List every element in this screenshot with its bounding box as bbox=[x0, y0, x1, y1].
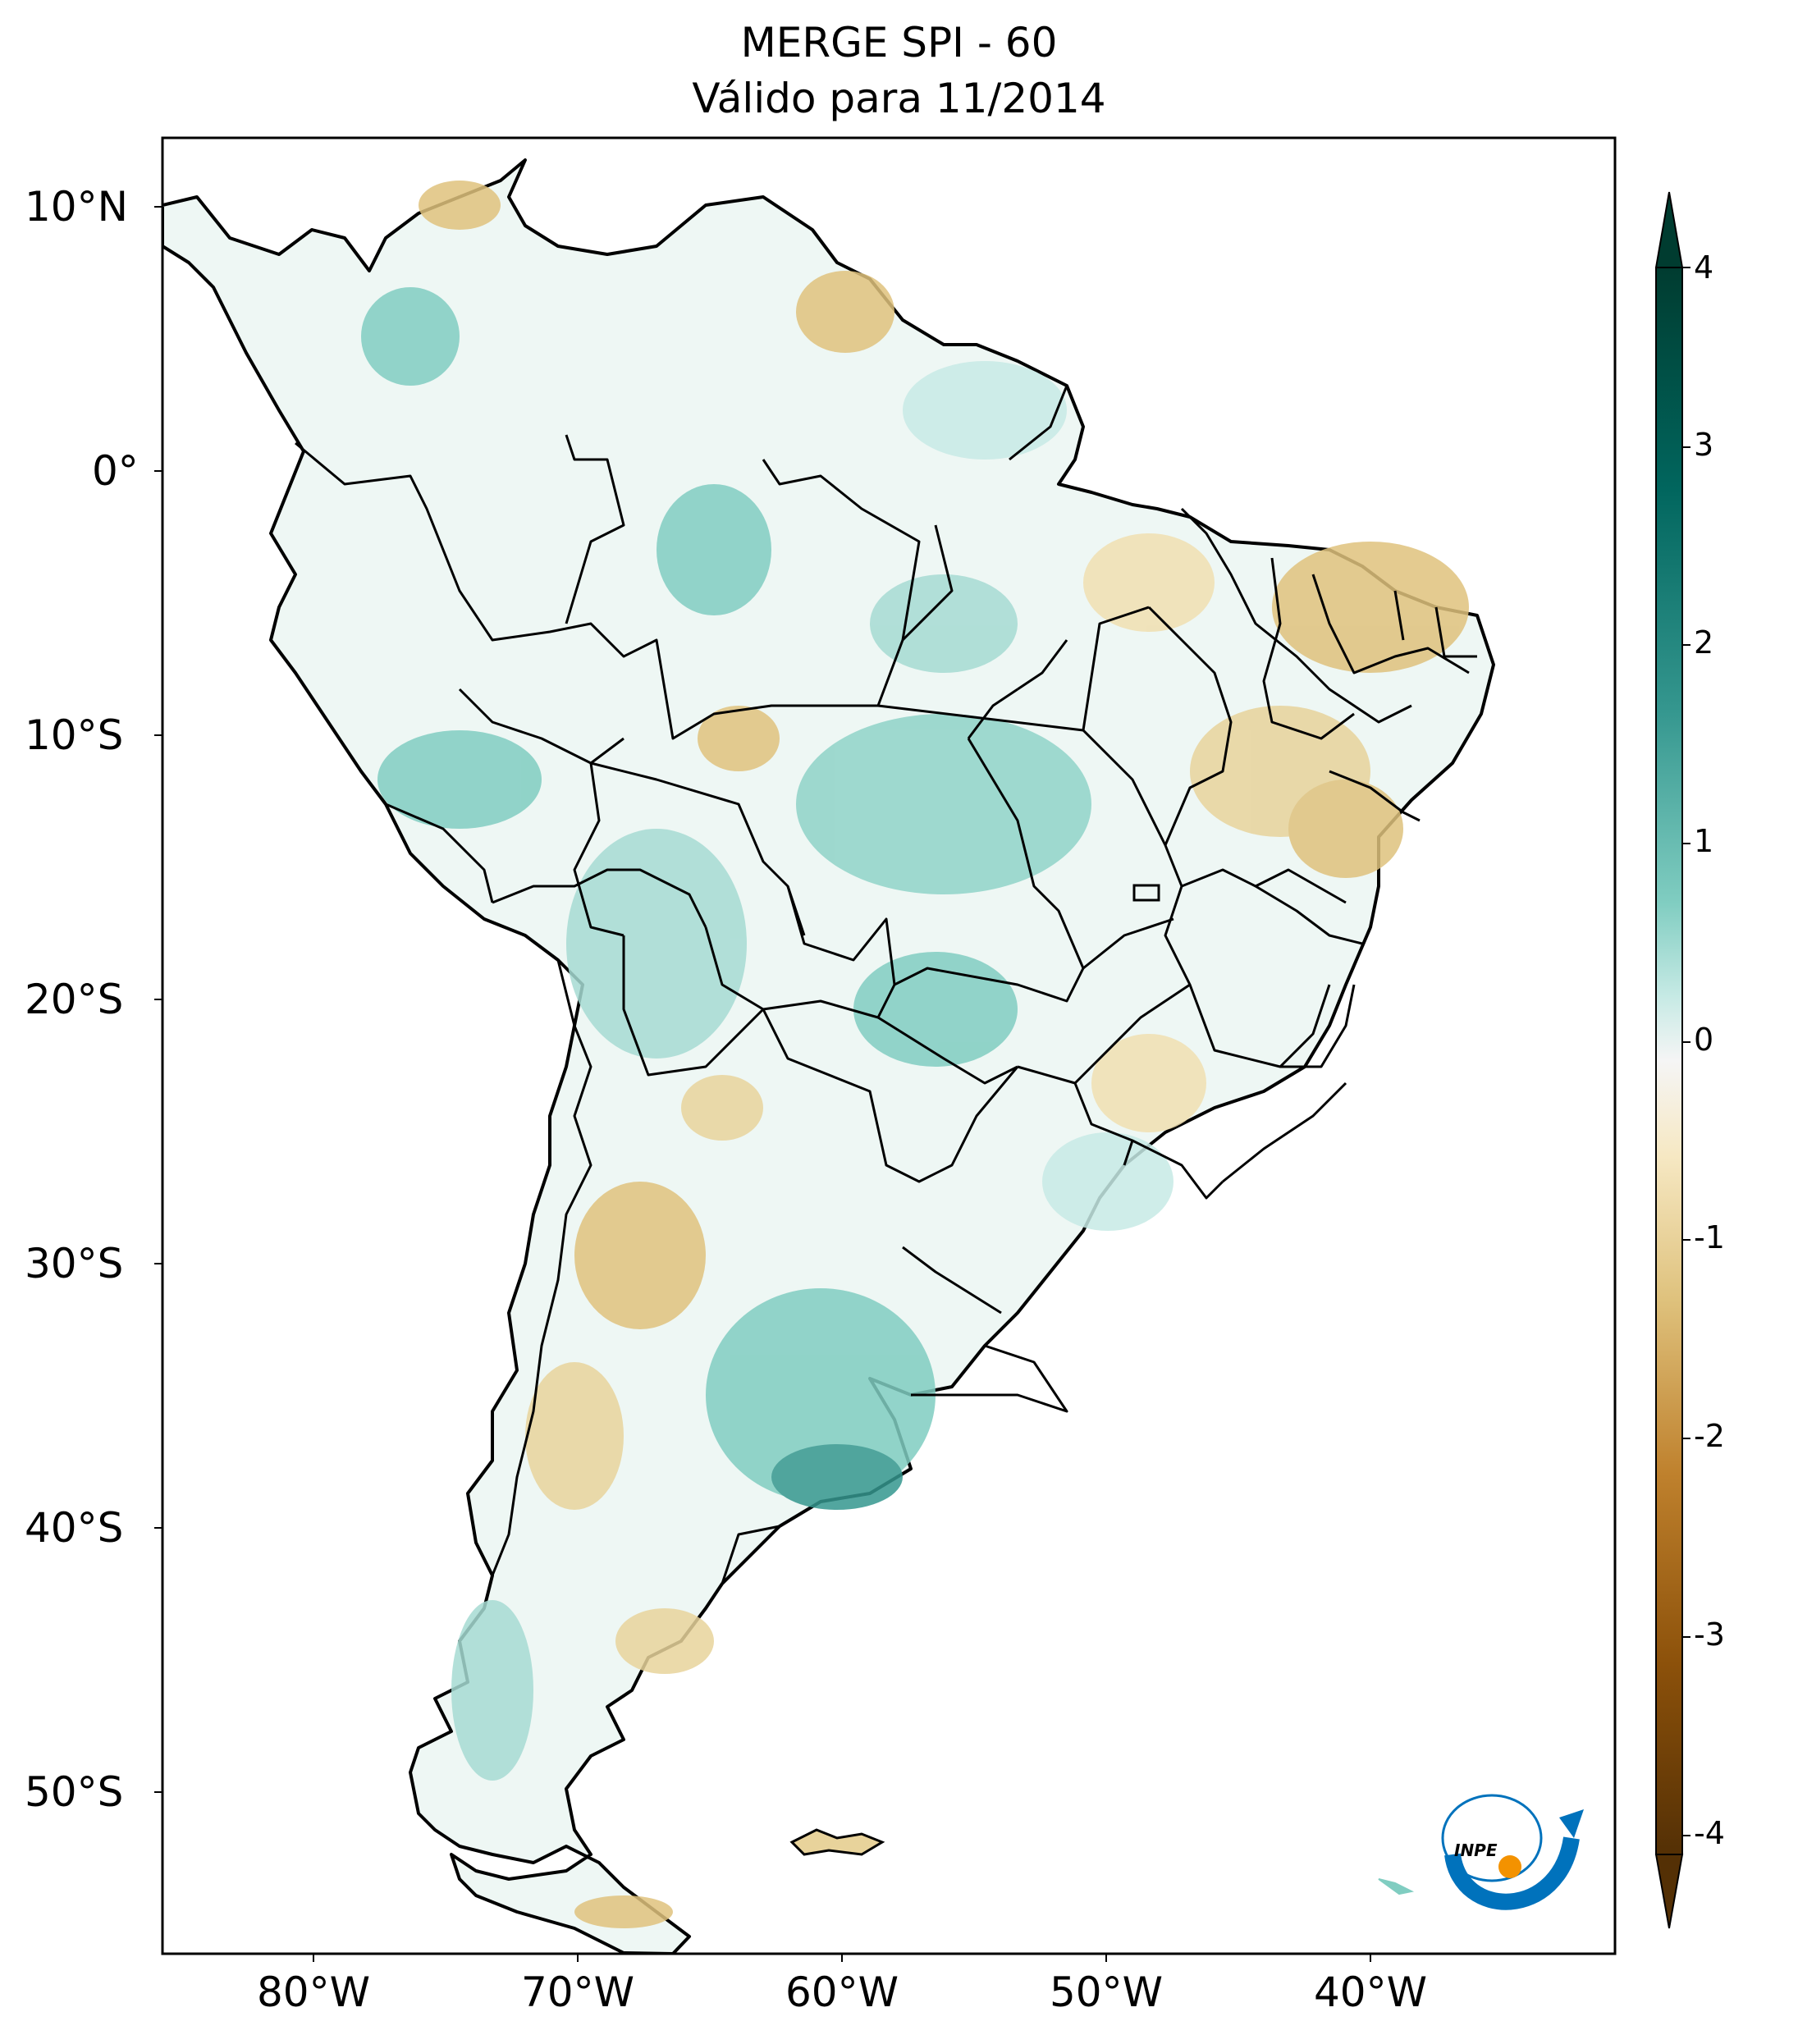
colorbar-tick-m3: -3 bbox=[1694, 1616, 1725, 1653]
lat-label-10n: 10°N bbox=[25, 183, 129, 231]
colorbar-tick-m1: -1 bbox=[1694, 1219, 1725, 1255]
colorbar-tick-1: 1 bbox=[1694, 823, 1714, 859]
south-america-map bbox=[162, 158, 1495, 1954]
inpe-logo-text: INPE bbox=[1454, 1841, 1498, 1860]
colorbar bbox=[1654, 191, 1690, 1929]
lat-label-10s: 10°S bbox=[25, 711, 124, 759]
political-boundaries bbox=[295, 385, 1477, 1584]
lat-label-40s: 40°S bbox=[25, 1504, 124, 1552]
lat-label-30s: 30°S bbox=[25, 1240, 124, 1287]
lon-label-40w: 40°W bbox=[1313, 1969, 1428, 2016]
lon-label-50w: 50°W bbox=[1049, 1969, 1164, 2016]
brasilia-df bbox=[1132, 884, 1160, 902]
lat-label-50s: 50°S bbox=[25, 1768, 124, 1816]
dry-anomaly-patches bbox=[419, 181, 1469, 1928]
map-subtitle: Válido para 11/2014 bbox=[692, 75, 1106, 122]
lat-label-20s: 20°S bbox=[25, 976, 124, 1023]
falkland-islands bbox=[789, 1828, 885, 1856]
colorbar-bottom-extension bbox=[1654, 1854, 1684, 1929]
colorbar-tick-m2: -2 bbox=[1694, 1418, 1725, 1454]
inpe-logo: INPE bbox=[1441, 1794, 1584, 1910]
colorbar-tick-0: 0 bbox=[1694, 1022, 1714, 1058]
lon-label-70w: 70°W bbox=[520, 1969, 635, 2016]
colorbar-top-extension bbox=[1654, 191, 1684, 268]
axis-ticks bbox=[154, 206, 1371, 1962]
lon-label-80w: 80°W bbox=[256, 1969, 371, 2016]
wet-anomaly-patches bbox=[361, 287, 1174, 1781]
lat-label-0: 0° bbox=[92, 447, 139, 495]
colorbar-tick-2: 2 bbox=[1694, 624, 1714, 661]
colorbar-tick-4: 4 bbox=[1694, 249, 1714, 286]
colorbar-tick-3: 3 bbox=[1694, 427, 1714, 463]
lon-label-60w: 60°W bbox=[785, 1969, 899, 2016]
south-georgia bbox=[1378, 1878, 1415, 1895]
map-title: MERGE SPI - 60 bbox=[740, 19, 1058, 66]
colorbar-tick-m4: -4 bbox=[1694, 1815, 1725, 1851]
colorbar-body bbox=[1655, 267, 1683, 1855]
